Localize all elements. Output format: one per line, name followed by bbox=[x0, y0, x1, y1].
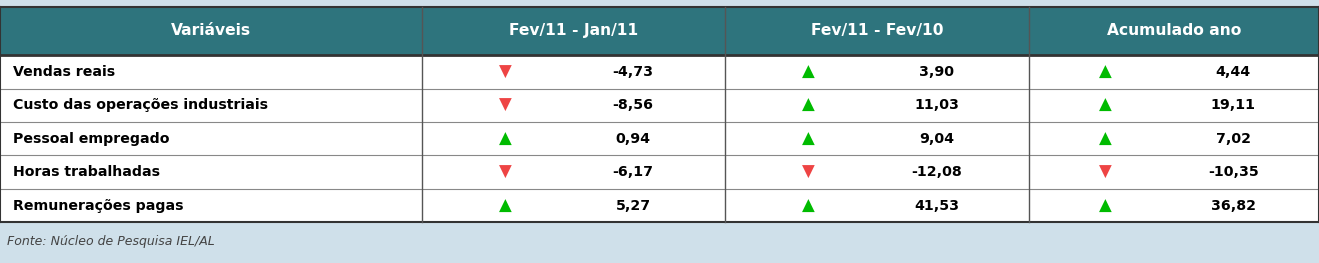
Text: Acumulado ano: Acumulado ano bbox=[1107, 23, 1241, 38]
Text: 5,27: 5,27 bbox=[616, 199, 650, 213]
Text: 36,82: 36,82 bbox=[1211, 199, 1256, 213]
Text: 3,90: 3,90 bbox=[919, 65, 954, 79]
Text: -4,73: -4,73 bbox=[612, 65, 654, 79]
Text: Pessoal empregado: Pessoal empregado bbox=[13, 132, 170, 146]
Text: Variáveis: Variáveis bbox=[171, 23, 251, 38]
Text: 0,94: 0,94 bbox=[616, 132, 650, 146]
Text: ▲: ▲ bbox=[499, 196, 512, 215]
Text: 9,04: 9,04 bbox=[919, 132, 954, 146]
Text: -12,08: -12,08 bbox=[911, 165, 962, 179]
Text: Remunerações pagas: Remunerações pagas bbox=[13, 199, 183, 213]
Text: 19,11: 19,11 bbox=[1211, 98, 1256, 112]
Text: ▲: ▲ bbox=[802, 63, 815, 81]
Text: 7,02: 7,02 bbox=[1216, 132, 1250, 146]
Text: ▼: ▼ bbox=[499, 63, 512, 81]
Text: Fev/11 - Fev/10: Fev/11 - Fev/10 bbox=[811, 23, 943, 38]
Text: ▲: ▲ bbox=[1099, 130, 1112, 148]
Bar bbox=[0, 7, 1319, 55]
Text: Custo das operações industriais: Custo das operações industriais bbox=[13, 98, 268, 112]
Text: ▼: ▼ bbox=[802, 163, 815, 181]
Text: ▲: ▲ bbox=[499, 130, 512, 148]
Text: Horas trabalhadas: Horas trabalhadas bbox=[13, 165, 160, 179]
Text: -6,17: -6,17 bbox=[612, 165, 654, 179]
Text: ▼: ▼ bbox=[1099, 163, 1112, 181]
Text: ▼: ▼ bbox=[499, 163, 512, 181]
Text: Fonte: Núcleo de Pesquisa IEL/AL: Fonte: Núcleo de Pesquisa IEL/AL bbox=[7, 235, 215, 248]
Text: ▲: ▲ bbox=[1099, 63, 1112, 81]
Text: ▲: ▲ bbox=[802, 196, 815, 215]
Text: Vendas reais: Vendas reais bbox=[13, 65, 115, 79]
Text: -10,35: -10,35 bbox=[1208, 165, 1258, 179]
Text: ▲: ▲ bbox=[802, 96, 815, 114]
Text: ▲: ▲ bbox=[802, 130, 815, 148]
Text: 11,03: 11,03 bbox=[914, 98, 959, 112]
Text: Fev/11 - Jan/11: Fev/11 - Jan/11 bbox=[509, 23, 638, 38]
Text: ▲: ▲ bbox=[1099, 196, 1112, 215]
Text: 41,53: 41,53 bbox=[914, 199, 959, 213]
Text: 4,44: 4,44 bbox=[1216, 65, 1250, 79]
Text: -8,56: -8,56 bbox=[612, 98, 654, 112]
Text: ▲: ▲ bbox=[1099, 96, 1112, 114]
Bar bbox=[0, 55, 1319, 222]
Text: ▼: ▼ bbox=[499, 96, 512, 114]
